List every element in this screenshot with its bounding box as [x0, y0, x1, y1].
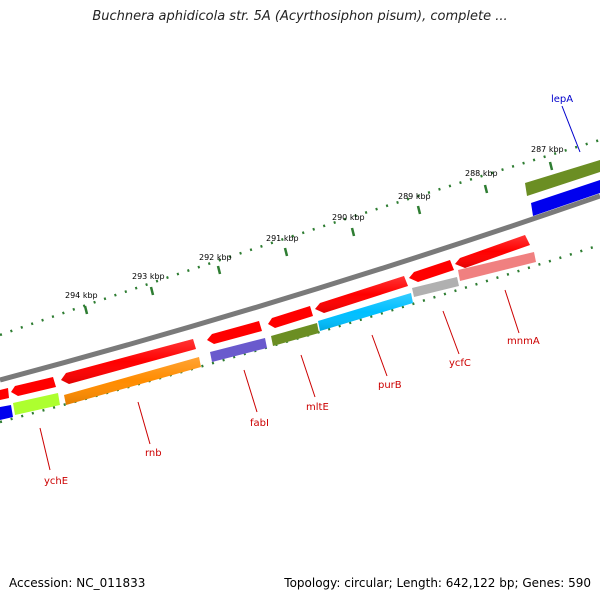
gene-label-fabI: fabI	[250, 418, 269, 429]
gene-label-mltE: mltE	[306, 402, 329, 413]
leader-lines	[39, 105, 581, 471]
genome-backbone	[0, 193, 600, 383]
topology-text: Topology: circular; Length: 642,122 bp; …	[284, 576, 591, 590]
gene-block-mnmA[interactable]	[458, 252, 536, 281]
scale-label-290: 290 kbp	[332, 213, 365, 222]
scale-label-291: 291 kbp	[266, 234, 299, 243]
gene-label-rnb: rnb	[145, 448, 162, 459]
major-ticks	[83, 161, 554, 315]
scale-label-293: 293 kbp	[132, 272, 165, 281]
scale-label-294: 294 kbp	[65, 291, 98, 300]
scale-label-287: 287 kbp	[531, 145, 564, 154]
gene-block-lepA-partner[interactable]	[531, 180, 600, 216]
gene-label-purB: purB	[378, 380, 402, 391]
bar-shading	[61, 235, 530, 405]
gene-block-ycfC[interactable]	[412, 277, 459, 297]
scale-label-288: 288 kbp	[465, 169, 498, 178]
gene-label-ychE: ychE	[44, 476, 68, 487]
gene-label-lepA: lepA	[551, 94, 573, 105]
outer-tick-track	[0, 138, 600, 337]
gene-block-fabI[interactable]	[210, 338, 267, 362]
scale-label-292: 292 kbp	[199, 253, 232, 262]
gene-label-mnmA: mnmA	[507, 336, 540, 347]
accession-text: Accession: NC_011833	[9, 576, 146, 590]
gene-block-mltE[interactable]	[271, 323, 319, 346]
gene-block-left[interactable]	[0, 405, 13, 420]
cds-arrow[interactable]	[268, 306, 313, 328]
gene-block-ychE[interactable]	[13, 393, 60, 415]
cds-arrow[interactable]	[11, 377, 56, 396]
scale-label-289: 289 kbp	[398, 192, 431, 201]
cds-arrow[interactable]	[0, 388, 9, 400]
map-title: Buchnera aphidicola str. 5A (Acyrthosiph…	[92, 9, 508, 24]
cds-arrow[interactable]	[409, 260, 454, 282]
gene-block-lepA[interactable]	[525, 160, 600, 196]
cds-arrow[interactable]	[207, 321, 262, 344]
gene-label-ycfC: ycfC	[449, 358, 471, 369]
